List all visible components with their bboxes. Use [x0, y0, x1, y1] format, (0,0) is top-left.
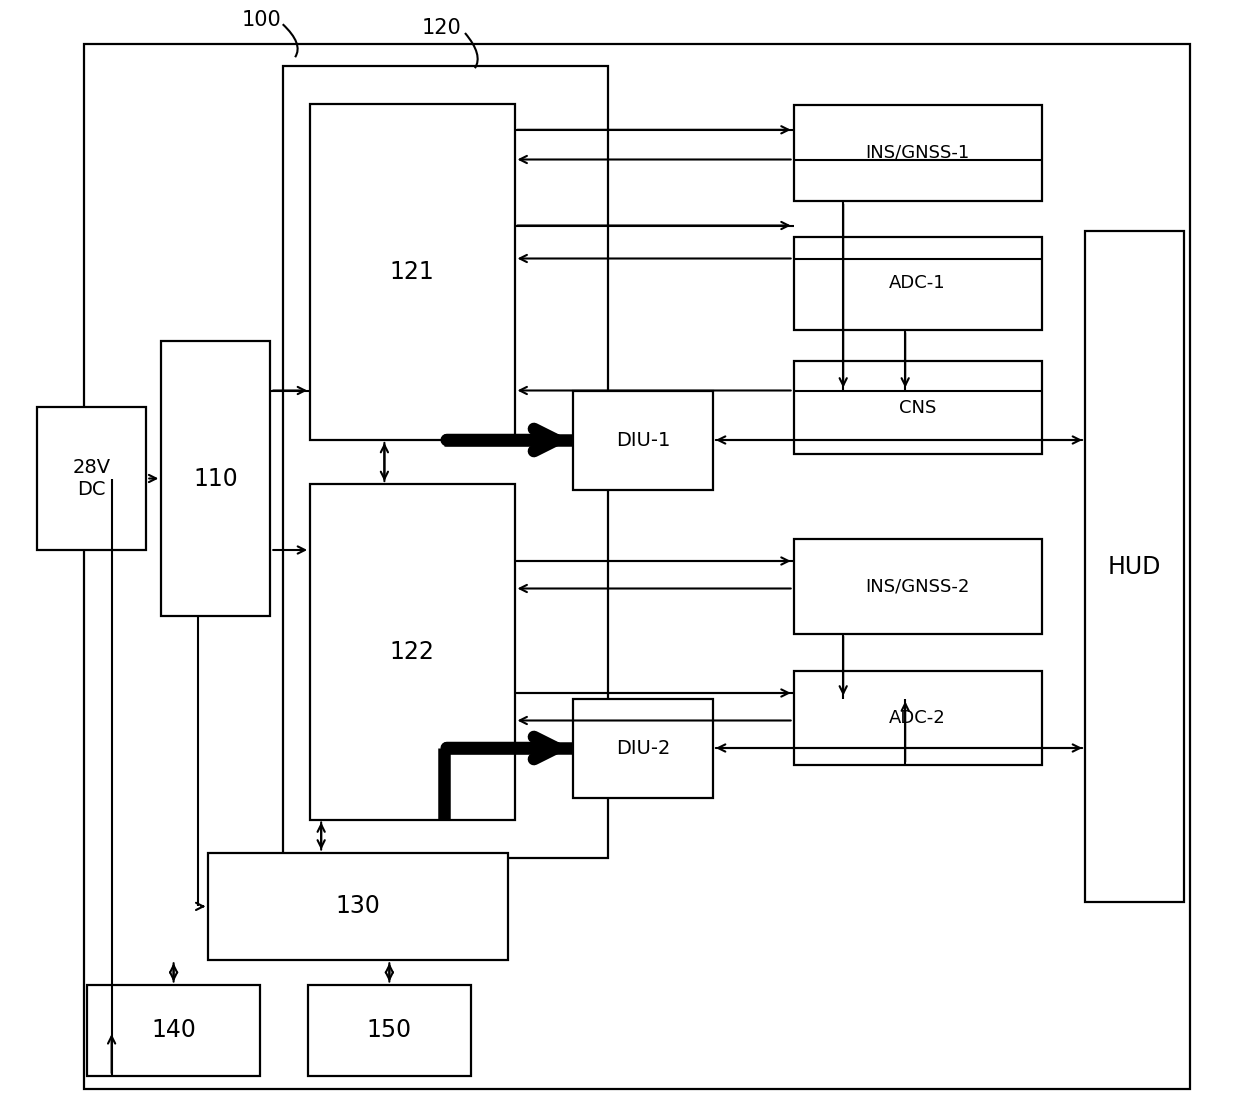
Text: DIU-2: DIU-2: [616, 738, 670, 758]
Bar: [794, 539, 1042, 634]
Text: 140: 140: [151, 1019, 196, 1042]
Text: HUD: HUD: [1107, 554, 1162, 579]
Text: ADC-1: ADC-1: [889, 274, 946, 293]
Text: 121: 121: [389, 261, 435, 284]
Bar: [794, 671, 1042, 764]
Bar: [37, 407, 146, 550]
Bar: [1085, 231, 1184, 902]
Bar: [794, 104, 1042, 201]
Bar: [84, 44, 1190, 1089]
Text: 28V
DC: 28V DC: [73, 458, 110, 499]
Bar: [573, 698, 713, 798]
Text: INS/GNSS-2: INS/GNSS-2: [866, 578, 970, 595]
Bar: [310, 104, 515, 440]
Bar: [308, 984, 471, 1076]
Bar: [573, 390, 713, 490]
Bar: [87, 984, 260, 1076]
Bar: [283, 66, 608, 858]
Bar: [208, 852, 508, 960]
Text: DIU-1: DIU-1: [616, 430, 670, 450]
Bar: [794, 361, 1042, 454]
Text: 100: 100: [242, 10, 281, 30]
Bar: [161, 341, 270, 616]
Text: ADC-2: ADC-2: [889, 708, 946, 727]
Text: INS/GNSS-1: INS/GNSS-1: [866, 144, 970, 162]
Text: CNS: CNS: [899, 398, 936, 417]
Text: 130: 130: [336, 894, 381, 918]
Bar: [310, 484, 515, 820]
Bar: [794, 236, 1042, 330]
Text: 122: 122: [389, 640, 435, 663]
Text: 120: 120: [422, 18, 461, 37]
Text: 110: 110: [193, 466, 238, 491]
Text: 150: 150: [367, 1019, 412, 1042]
